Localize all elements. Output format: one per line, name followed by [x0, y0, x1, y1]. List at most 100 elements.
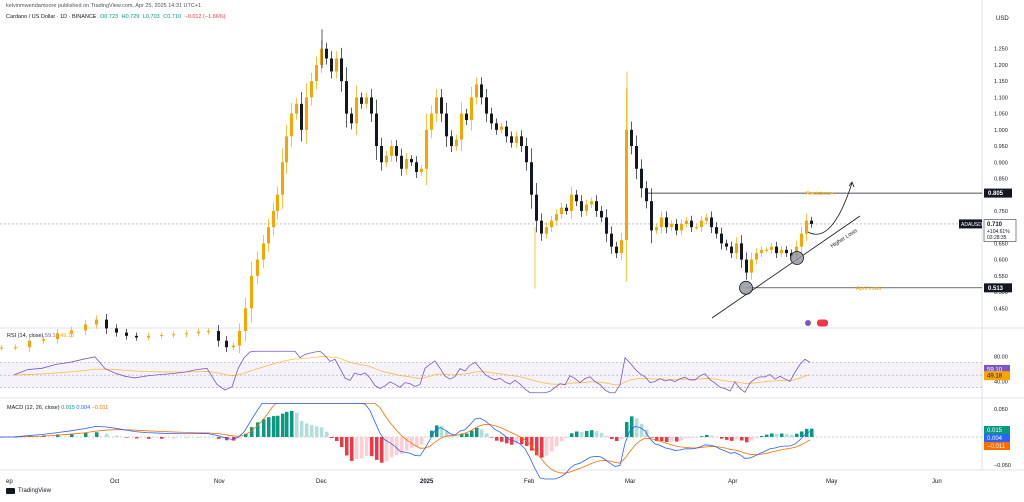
ohlc-low: L0.703	[142, 14, 160, 20]
macd-histogram-bar	[640, 423, 644, 437]
ohlc-high: H0.729	[121, 14, 140, 20]
macd-histogram-bar	[410, 437, 414, 448]
macd-histogram-bar	[325, 431, 329, 437]
candle-body	[470, 97, 473, 121]
rsi-value-tag	[984, 364, 1010, 374]
macd-histogram-bar	[660, 437, 664, 442]
symbol-tag	[959, 219, 982, 229]
symbol-name[interactable]: Cardano / US Dollar · 1D · BINANCE	[6, 14, 97, 20]
macd-histogram-bar	[276, 415, 280, 437]
candle-body	[590, 201, 593, 205]
candle-body	[310, 81, 313, 98]
candle-body	[525, 146, 528, 163]
macd-histogram-bar	[147, 437, 151, 439]
macd-histogram-bar	[267, 417, 271, 437]
candle-body	[535, 194, 538, 221]
macd-line-text: 0.004	[987, 436, 1003, 442]
candle-body	[595, 201, 598, 211]
macd-histogram-bar	[420, 437, 424, 445]
candle-body	[670, 223, 673, 228]
candle-body	[630, 129, 633, 147]
candle-body	[660, 217, 663, 228]
time-axis-label: May	[826, 479, 837, 485]
macd-histogram-bar	[115, 435, 119, 437]
candle-body	[147, 335, 150, 338]
tradingview-logo-icon	[6, 488, 15, 494]
candle-body	[620, 240, 623, 254]
macd-histogram-bar	[305, 423, 309, 437]
candle-body	[425, 129, 428, 169]
price-tick-label: 0.600	[994, 258, 1008, 264]
macd-histogram-bar	[400, 437, 404, 455]
macd-histogram-bar	[575, 431, 579, 437]
candle-body	[700, 220, 703, 228]
macd-hist-text: 0.015	[987, 428, 1003, 434]
macd-histogram-bar	[565, 437, 569, 439]
macd-histogram-bar	[765, 434, 769, 437]
candle-body	[300, 103, 303, 130]
candle-body	[720, 233, 723, 244]
candle-body	[430, 113, 433, 130]
macd-tick-label: 0.050	[994, 407, 1008, 413]
macd-histogram-bar	[675, 437, 679, 442]
candle-body	[320, 48, 323, 65]
macd-histogram-bar	[300, 420, 304, 437]
macd-histogram-bar	[185, 437, 189, 439]
macd-histogram-bar	[84, 432, 88, 437]
macd-histogram-bar	[590, 430, 594, 437]
candle-body	[335, 58, 338, 72]
time-axis-label: ep	[6, 479, 13, 485]
macd-histogram-bar	[715, 436, 719, 438]
macd-histogram-bar	[770, 433, 774, 437]
macd-histogram-bar	[445, 430, 449, 437]
macd-histogram-bar	[465, 433, 469, 437]
candle-body	[715, 227, 718, 234]
rsi-legend[interactable]: RSI (14, close) 59.10 49.18	[7, 333, 74, 339]
macd-histogram-bar	[355, 437, 359, 460]
macd-histogram-bar	[340, 437, 344, 448]
candle-body	[690, 220, 693, 228]
macd-line	[0, 402, 811, 480]
candle-body	[735, 243, 738, 254]
april-lows-label: April Lows	[856, 286, 882, 292]
macd-histogram-bar	[415, 437, 419, 447]
candle-body	[360, 97, 363, 104]
macd-legend[interactable]: MACD (12, 26, close) 0.015 0.004 −0.011	[7, 405, 109, 411]
time-axis-label: Dec	[316, 479, 327, 485]
candle-body	[615, 246, 618, 254]
macd-histogram-bar	[610, 437, 614, 440]
candle-body	[540, 220, 543, 234]
price-tick-label: 1.000	[994, 128, 1008, 134]
macd-histogram-bar	[585, 431, 589, 437]
macd-histogram-bar	[710, 435, 714, 437]
candle-body	[780, 249, 783, 254]
candle-body	[610, 233, 613, 247]
macd-histogram-bar	[635, 418, 639, 437]
candle-body	[305, 97, 308, 130]
candle-body	[755, 253, 758, 260]
candle-body	[28, 340, 31, 348]
candle-body	[760, 249, 763, 254]
higher-lows-trendline	[711, 215, 861, 319]
ohlc-close: C0.710	[163, 14, 181, 20]
candle-body	[285, 136, 288, 163]
candle-body	[400, 155, 403, 169]
macd-histogram-bar	[238, 437, 242, 439]
macd-hist-tag	[984, 426, 1010, 434]
macd-histogram-bar	[790, 434, 794, 437]
candle-body	[370, 97, 373, 114]
macd-histogram-bar	[480, 429, 484, 437]
candle-body	[810, 220, 813, 224]
candle-body	[0, 347, 3, 349]
macd-histogram-bar	[665, 437, 669, 443]
macd-histogram-bar	[730, 437, 734, 441]
projection-arrow	[807, 182, 853, 235]
macd-histogram-bar	[700, 436, 704, 437]
macd-histogram-bar	[500, 437, 504, 442]
macd-histogram-bar	[535, 437, 539, 456]
resistance-label: Resistance	[806, 191, 833, 197]
candle-body	[665, 217, 668, 228]
candle-body	[605, 217, 608, 234]
price-tick-label: 0.750	[994, 209, 1008, 215]
